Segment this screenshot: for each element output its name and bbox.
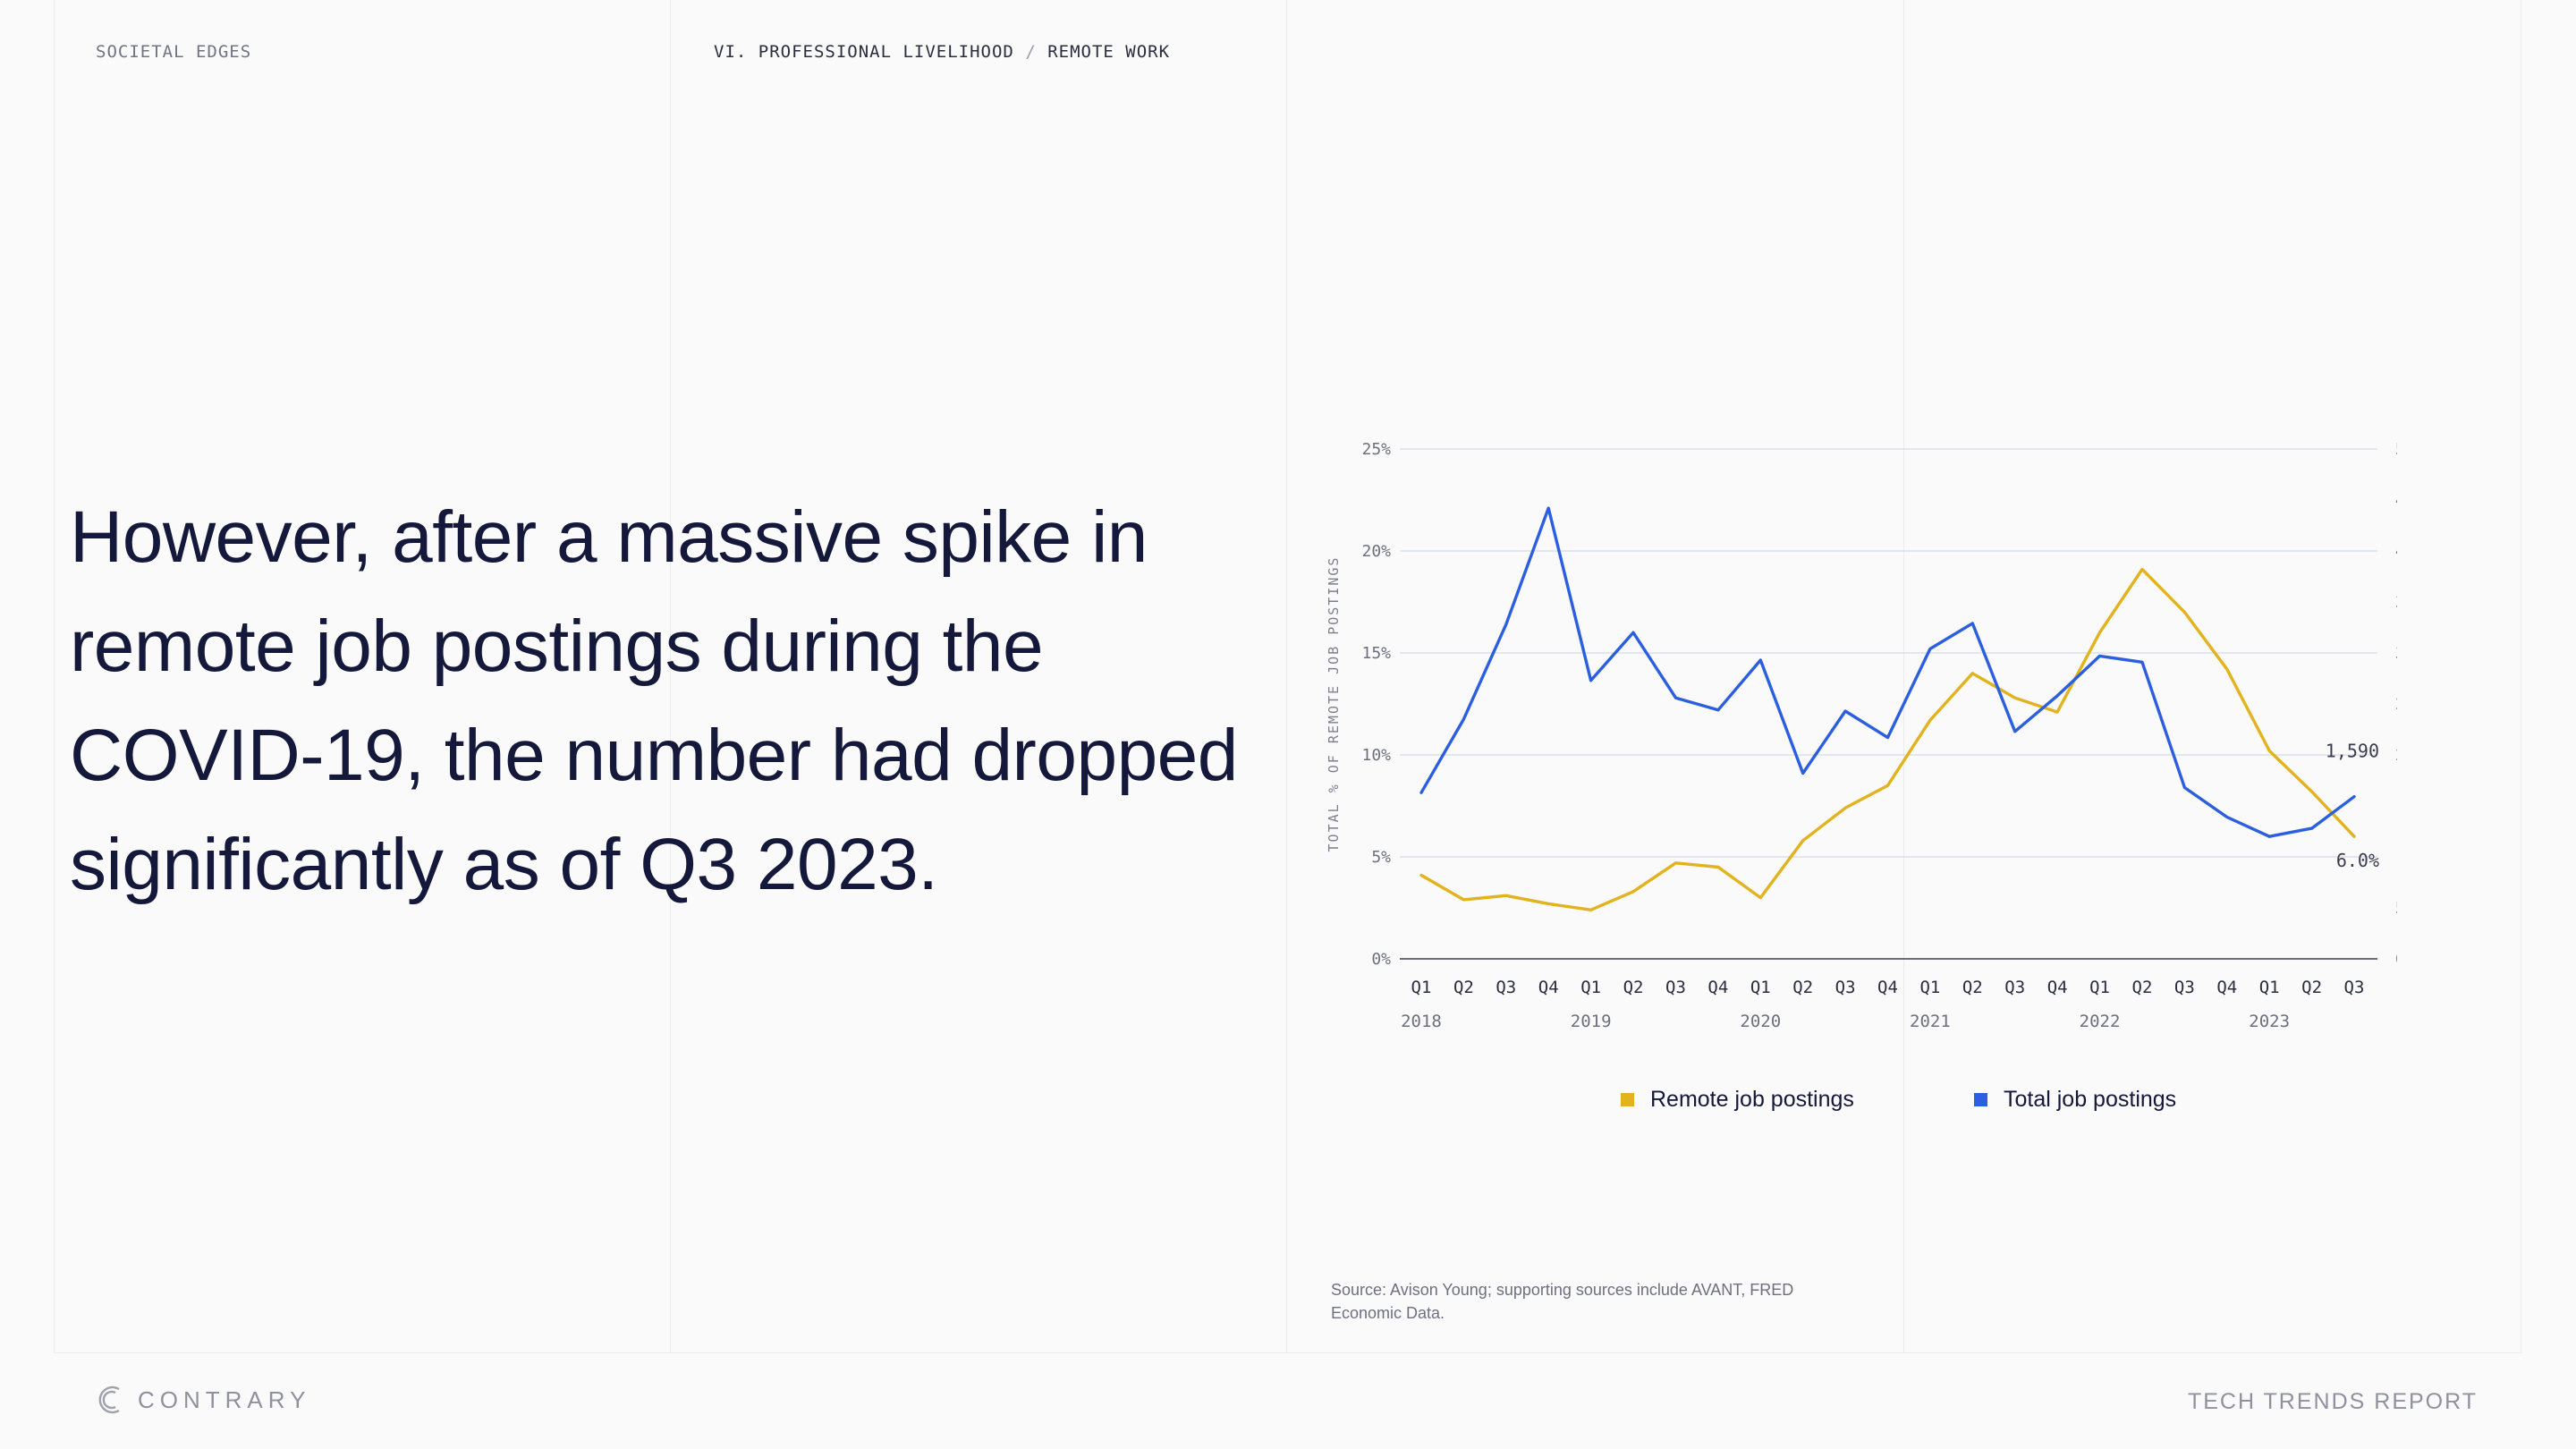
y-left-tick-label: 25% (1361, 440, 1391, 459)
y-left-tick-label: 20% (1361, 542, 1391, 561)
x-year-label: 2021 (1910, 1012, 1951, 1031)
x-tick-label: Q3 (1496, 978, 1516, 997)
layout-gridline (1903, 0, 1904, 1352)
layout-gridline (1286, 0, 1287, 1352)
legend-label-remote: Remote job postings (1650, 1087, 1854, 1112)
x-tick-label: Q2 (1962, 978, 1983, 997)
y-right-tick-label: 3,500 (2395, 593, 2397, 612)
legend-swatch-remote (1621, 1093, 1634, 1106)
x-tick-label: Q2 (2301, 978, 2322, 997)
brand-logo[interactable]: CONTRARY (95, 1383, 310, 1417)
y-right-tick-label: 1,500 (2395, 797, 2397, 816)
x-year-label: 2022 (2080, 1012, 2121, 1031)
contrary-logo-icon (98, 1385, 120, 1414)
headline: However, after a massive spike in remote… (70, 496, 1238, 905)
x-tick-label: Q4 (1877, 978, 1898, 997)
x-tick-label: Q1 (1580, 978, 1601, 997)
end-value-label-remote: 6.0% (2336, 850, 2379, 871)
y-right-tick-label: 0 (2395, 950, 2397, 969)
x-tick-label: Q4 (1538, 978, 1559, 997)
y-right-tick-label: 2,000 (2395, 746, 2397, 765)
x-tick-label: Q3 (1665, 978, 1686, 997)
x-year-label: 2023 (2249, 1012, 2290, 1031)
layout-gridline (54, 0, 55, 1352)
legend-item-remote: Remote job postings (1621, 1087, 1854, 1113)
footer-divider (54, 1352, 2522, 1353)
x-tick-label: Q3 (2174, 978, 2195, 997)
report-title: TECH TRENDS REPORT (2187, 1389, 2478, 1414)
section-label: SOCIETAL EDGES (96, 42, 252, 62)
y-right-tick-label: 5,000 (2395, 440, 2397, 459)
breadcrumb: VI. PROFESSIONAL LIVELIHOOD / REMOTE WOR… (714, 42, 1170, 62)
x-tick-label: Q4 (1707, 978, 1728, 997)
x-tick-label: Q4 (2216, 978, 2237, 997)
source-note: Source: Avison Young; supporting sources… (1331, 1281, 1794, 1322)
end-value-label-total: 1,590 (2326, 741, 2379, 762)
y-left-tick-label: 10% (1361, 746, 1391, 765)
x-year-label: 2019 (1571, 1012, 1612, 1031)
x-tick-label: Q3 (1835, 978, 1856, 997)
x-tick-label: Q1 (1750, 978, 1771, 997)
y-right-tick-label: 500 (2395, 899, 2397, 918)
brand-name: CONTRARY (138, 1385, 311, 1413)
y-right-tick-label: 2,500 (2395, 695, 2397, 714)
series-line-remote (1419, 567, 2356, 911)
legend-item-total: Total job postings (1974, 1087, 2176, 1113)
x-year-label: 2020 (1740, 1012, 1781, 1031)
x-tick-label: Q1 (1919, 978, 1940, 997)
y-right-tick-label: 4,000 (2395, 542, 2397, 561)
y-right-tick-label: 4,500 (2395, 491, 2397, 510)
x-year-label: 2018 (1401, 1012, 1442, 1031)
legend-label-total: Total job postings (2004, 1087, 2177, 1112)
x-tick-label: Q3 (2344, 978, 2365, 997)
x-tick-label: Q2 (1453, 978, 1474, 997)
y-left-tick-label: 0% (1371, 950, 1391, 969)
layout-gridline (670, 0, 671, 1352)
x-tick-label: Q4 (2047, 978, 2068, 997)
x-tick-label: Q1 (2259, 978, 2280, 997)
legend-swatch-total (1974, 1093, 1987, 1106)
x-tick-label: Q2 (1792, 978, 1813, 997)
y-right-tick-label: 1,000 (2395, 848, 2397, 867)
breadcrumb-separator: / (1025, 42, 1037, 62)
y-left-tick-label: 5% (1371, 848, 1391, 867)
x-tick-label: Q1 (2089, 978, 2110, 997)
y-left-axis-title: TOTAL % OF REMOTE JOB POSTINGS (1326, 556, 1342, 852)
x-tick-label: Q2 (1623, 978, 1644, 997)
x-tick-label: Q3 (2004, 978, 2025, 997)
breadcrumb-chapter: VI. PROFESSIONAL LIVELIHOOD (714, 42, 1014, 62)
y-right-tick-label: 3,000 (2395, 644, 2397, 663)
series-line-total (1419, 506, 2356, 838)
breadcrumb-topic: REMOTE WORK (1047, 42, 1171, 62)
line-chart: 0% 5% 10% 15% 20% 25% 0 500 1,000 1,500 2,000 2,500… (1326, 440, 2397, 1031)
y-left-tick-label: 15% (1361, 644, 1391, 663)
x-tick-label: Q1 (1411, 978, 1432, 997)
x-tick-label: Q2 (2132, 978, 2153, 997)
